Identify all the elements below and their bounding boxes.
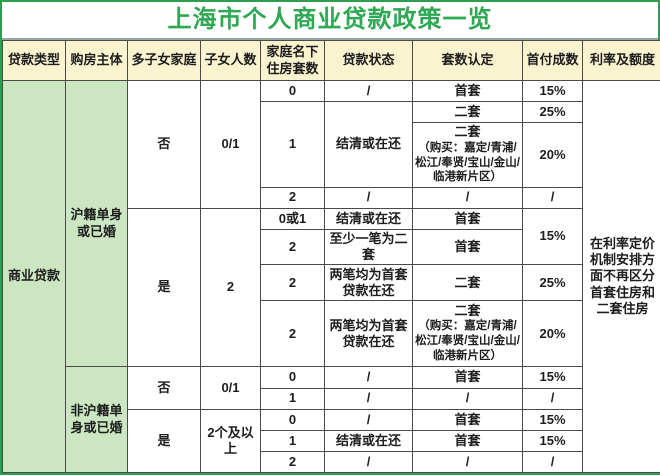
table-row: 二套 （购买：嘉定/青浦/松江/奉贤/宝山/金山/临港新片区） 20% [3, 122, 660, 188]
col-header-children-count: 子女人数 [200, 40, 261, 81]
col-header-subject: 购房主体 [65, 40, 128, 81]
table-row: 2 两笔均为首套贷款在还 二套 （购买：嘉定/青浦/松江/奉贤/宝山/金山/临港… [3, 300, 660, 368]
loan-status-cell: 结清或在还 [324, 429, 413, 452]
col-header-recognition: 套数认定 [412, 40, 523, 81]
down-payment-cell: 15% [522, 429, 583, 452]
down-payment-cell: / [522, 186, 583, 209]
loan-status-cell: 结清或在还 [324, 207, 413, 230]
recognition-cell: / [412, 186, 523, 209]
houses-count-cell: 1 [260, 429, 325, 452]
children-count-cell: 2 [200, 207, 261, 368]
houses-count-cell: 0 [260, 79, 325, 103]
houses-count-cell: 1 [260, 101, 325, 188]
recognition-main: 二套 [454, 303, 481, 319]
recognition-cell: 首套 [412, 429, 523, 452]
houses-count-cell: 0 [260, 408, 325, 431]
down-payment-cell: 20% [522, 122, 583, 188]
col-header-houses-count: 家庭名下住房套数 [260, 40, 325, 81]
down-payment-cell: 25% [522, 264, 583, 302]
houses-count-cell: 2 [260, 264, 325, 302]
table-row: 非沪籍单身或已婚 否 0/1 0 / 首套 15% [3, 366, 660, 473]
loan-status-cell: / [324, 387, 413, 410]
houses-count-cell: 2 [260, 450, 325, 474]
loan-status-cell: 两笔均为首套贷款在还 [324, 300, 413, 368]
title-bar: 上海市个人商业贷款政策一览 [2, 2, 658, 40]
down-payment-cell: 20% [522, 300, 583, 368]
down-payment-cell: 15% [522, 366, 583, 389]
down-payment-cell: / [522, 387, 583, 410]
children-count-cell: 0/1 [200, 80, 261, 209]
loan-status-cell: / [324, 366, 413, 389]
rate-note-cell: 在利率定价机制安排方面不再区分首套住房和二套住房 [582, 80, 660, 473]
recognition-note: （购买：嘉定/青浦/松江/奉贤/宝山/金山/临港新片区） [415, 320, 520, 363]
recognition-cell: 二套 [412, 264, 523, 302]
col-header-loan-status: 贷款状态 [324, 40, 413, 81]
multi-child-cell: 否 [127, 366, 201, 410]
down-payment-cell: 15% [522, 79, 583, 103]
children-count-cell: 0/1 [200, 366, 261, 410]
recognition-cell: 首套 [412, 228, 523, 266]
down-payment-cell: 15% [522, 408, 583, 431]
recognition-main: 二套 [454, 124, 481, 140]
loan-status-cell: / [324, 450, 413, 474]
houses-count-cell: 0或1 [260, 207, 325, 230]
table-row: 2 至少一笔为二套 首套 [3, 228, 660, 266]
down-payment-cell: / [522, 450, 583, 474]
loan-status-cell: / [324, 186, 413, 209]
table-row: 是 2个及以上 0 / 首套 15% [3, 408, 660, 474]
table-row: 商业贷款 沪籍单身或已婚 否 0/1 0 / 首套 15% 在利率定价机制安排方… [2, 79, 660, 473]
page-title: 上海市个人商业贷款政策一览 [167, 6, 493, 33]
recognition-cell: 二套 [412, 101, 523, 124]
recognition-note: （购买：嘉定/青浦/松江/奉贤/宝山/金山/临港新片区） [415, 141, 520, 184]
houses-count-cell: 0 [260, 366, 325, 389]
table-row: 是 2 0或1 结清或在还 首套 15% [3, 207, 660, 368]
loan-status-cell: 至少一笔为二套 [324, 228, 413, 266]
recognition-cell: 首套 [412, 408, 523, 431]
loan-status-cell: 两笔均为首套贷款在还 [324, 264, 413, 302]
policy-table: 贷款类型 购房主体 多子女家庭 子女人数 家庭名下住房套数 贷款状态 套数认定 … [2, 40, 660, 474]
subject-cell: 沪籍单身或已婚 [65, 79, 128, 368]
recognition-cell: 首套 [412, 79, 523, 103]
col-header-multi-child: 多子女家庭 [127, 40, 201, 81]
header-row: 贷款类型 购房主体 多子女家庭 子女人数 家庭名下住房套数 贷款状态 套数认定 … [2, 40, 660, 81]
houses-count-cell: 1 [260, 387, 325, 410]
table-row: 2 / / / [3, 450, 660, 474]
multi-child-cell: 是 [127, 207, 201, 368]
multi-child-cell: 否 [127, 80, 201, 209]
col-header-down-payment: 首付成数 [522, 40, 583, 81]
loan-type-cell: 商业贷款 [2, 80, 66, 473]
col-header-loan-type: 贷款类型 [2, 40, 66, 81]
loan-status-cell: 结清或在还 [324, 101, 413, 188]
col-header-rate-quota: 利率及额度 [582, 40, 660, 81]
loan-status-cell: / [324, 79, 413, 103]
table-row: 2 / / / [3, 186, 660, 209]
houses-count-cell: 2 [260, 228, 325, 266]
recognition-cell: 首套 [412, 366, 523, 389]
recognition-cell: 首套 [412, 207, 523, 230]
loan-status-cell: / [324, 408, 413, 431]
recognition-cell: / [412, 450, 523, 474]
table-row: 2 两笔均为首套贷款在还 二套 25% [3, 264, 660, 302]
down-payment-cell: 25% [522, 101, 583, 124]
down-payment-cell: 15% [522, 207, 583, 266]
houses-count-cell: 2 [260, 300, 325, 368]
multi-child-cell: 是 [127, 408, 201, 474]
recognition-cell: / [412, 387, 523, 410]
subject-cell: 非沪籍单身或已婚 [65, 366, 128, 473]
recognition-cell: 二套 （购买：嘉定/青浦/松江/奉贤/宝山/金山/临港新片区） [412, 122, 523, 188]
table-row: 1 结清或在还 二套 25% [3, 101, 660, 188]
recognition-cell: 二套 （购买：嘉定/青浦/松江/奉贤/宝山/金山/临港新片区） [412, 300, 523, 368]
houses-count-cell: 2 [260, 186, 325, 209]
children-count-cell: 2个及以上 [200, 408, 261, 474]
